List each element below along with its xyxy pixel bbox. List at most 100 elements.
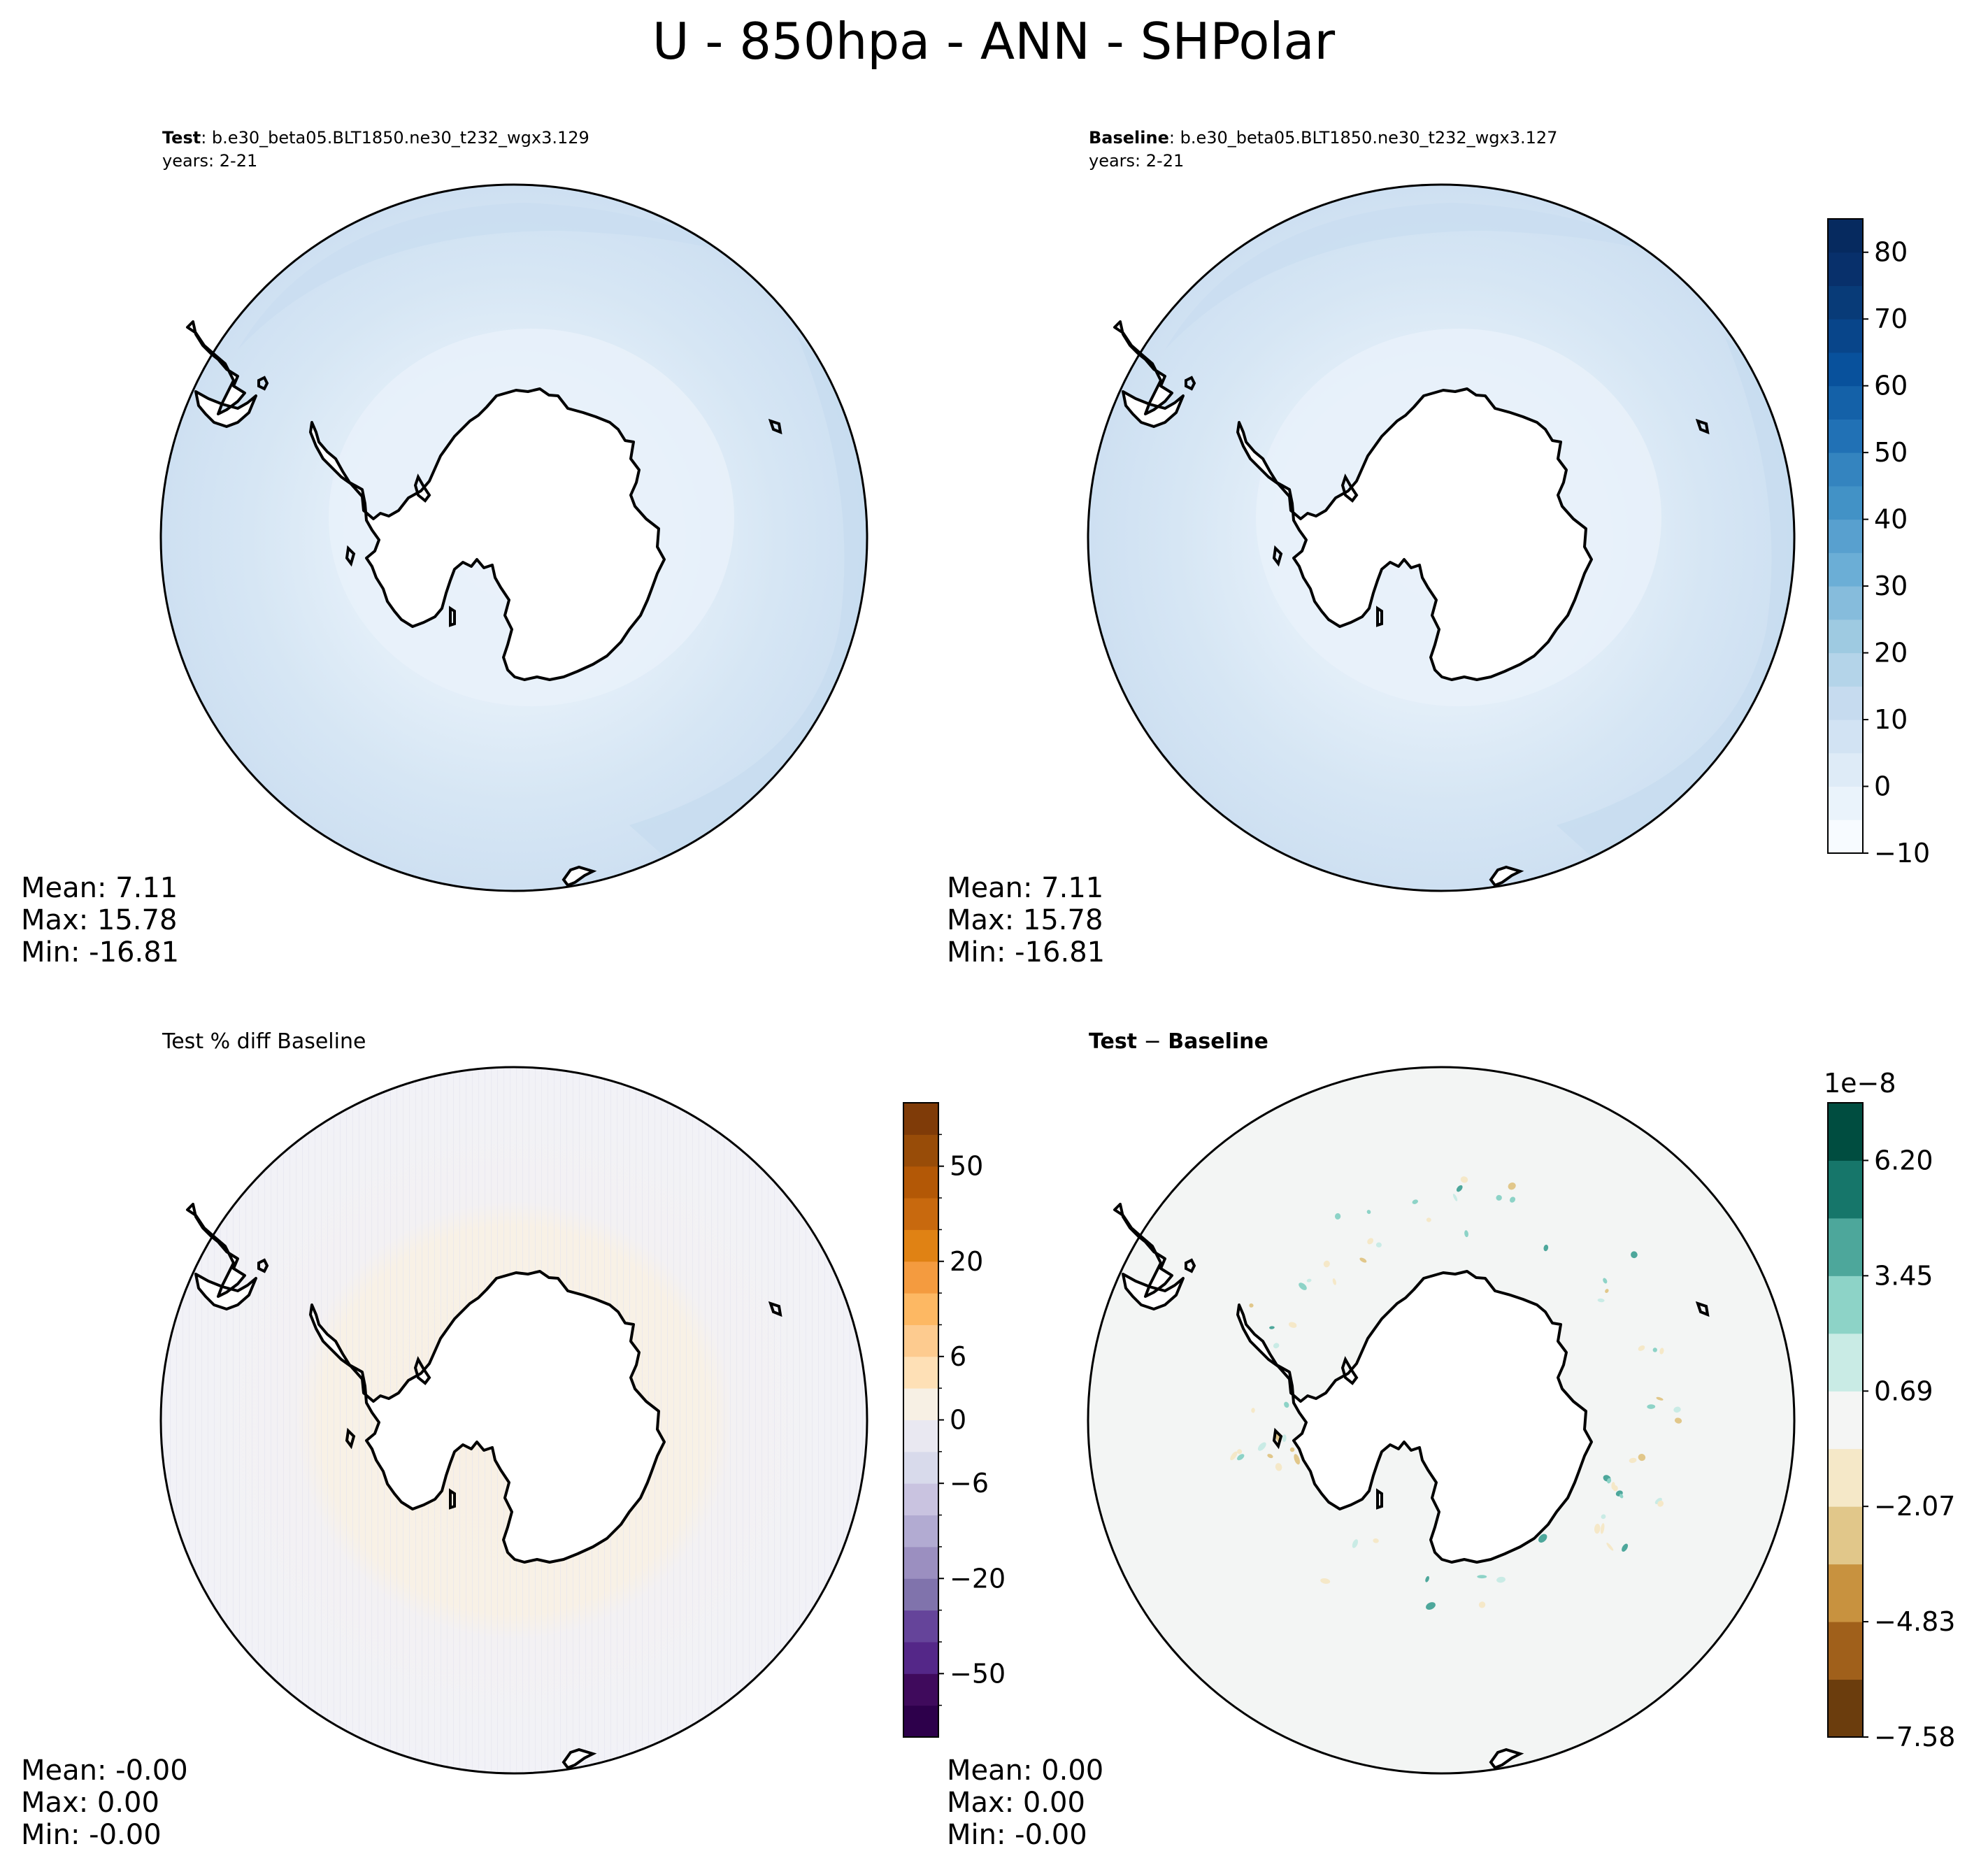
colorbar-blues-tick-label: 10 — [1874, 704, 1908, 735]
noise-speckle — [1323, 1260, 1330, 1268]
colorbar-puor-segment — [903, 1134, 938, 1167]
map-test-boundary — [159, 183, 868, 892]
panel-test-max: Max: 15.78 — [21, 904, 177, 936]
noise-speckle — [1638, 1454, 1646, 1462]
colorbar-puor-segment — [903, 1420, 938, 1452]
panel-pctdiff: Test % diff Baseline Mean: -0.00 Max: 0.… — [21, 1029, 1006, 1851]
noise-speckle — [1652, 1348, 1657, 1352]
colorbar-puor-segment — [903, 1388, 938, 1420]
noise-speckle — [1622, 1543, 1629, 1552]
noise-speckle — [1464, 1230, 1468, 1238]
panel-baseline-mean: Mean: 7.11 — [947, 872, 1103, 904]
noise-speckle — [1510, 1196, 1516, 1203]
noise-speckle — [1607, 1478, 1612, 1484]
colorbar-blues-segment — [1828, 319, 1863, 353]
panel-test-title-bold: Test — [162, 128, 201, 148]
noise-speckle — [1538, 1534, 1547, 1543]
noise-speckle — [1289, 1447, 1295, 1452]
noise-speckle — [1288, 1322, 1297, 1328]
colorbar-blues-segment — [1828, 485, 1863, 520]
panel-baseline: Baseline: b.e30_beta05.BLT1850.ne30_t232… — [947, 128, 1930, 969]
colorbar-blues-frame — [1827, 218, 1864, 854]
noise-speckle — [1251, 1408, 1255, 1413]
noise-speckle — [1631, 1251, 1638, 1259]
noise-speckle — [1460, 1176, 1468, 1183]
map-baseline-boundary — [1087, 183, 1796, 892]
colorbar-brbg-segments — [1828, 1103, 1863, 1738]
colorbar-brbg-segment — [1828, 1103, 1863, 1161]
colorbar-puor-segment — [903, 1673, 938, 1706]
panel-diff-min: Min: -0.00 — [947, 1819, 1087, 1851]
panel-baseline-years: years: 2-21 — [1089, 151, 1184, 171]
colorbar-blues-segment — [1828, 419, 1863, 453]
panel-test-title-rest: : b.e30_beta05.BLT1850.ne30_t232_wgx3.12… — [201, 128, 589, 148]
panel-baseline-title: Baseline: b.e30_beta05.BLT1850.ne30_t232… — [1089, 128, 1557, 148]
colorbar-brbg-segment — [1828, 1333, 1863, 1392]
noise-speckle — [1638, 1345, 1645, 1351]
colorbar-blues-segment — [1828, 352, 1863, 387]
panel-test-title: Test: b.e30_beta05.BLT1850.ne30_t232_wgx… — [162, 128, 589, 148]
noise-speckle — [1230, 1451, 1238, 1461]
panel-baseline-title-rest: : b.e30_beta05.BLT1850.ne30_t232_wgx3.12… — [1169, 128, 1558, 148]
colorbar-blues: −10 0 10 20 30 40 50 60 70 80 — [1827, 218, 1930, 869]
colorbar-blues-segment — [1828, 586, 1863, 620]
noise-speckle — [1275, 1463, 1282, 1471]
colorbar-blues-tick-label: 80 — [1874, 237, 1908, 268]
noise-speckle — [1249, 1303, 1254, 1308]
colorbar-puor-tick-label: −50 — [950, 1658, 1006, 1689]
colorbar-puor-segment — [903, 1610, 938, 1643]
colorbar-brbg-segment — [1828, 1391, 1863, 1450]
noise-speckle — [1657, 1500, 1664, 1507]
colorbar-puor-segment — [903, 1578, 938, 1611]
noise-speckle — [1629, 1457, 1637, 1464]
noise-speckle — [1359, 1257, 1367, 1263]
noise-speckle — [1478, 1601, 1486, 1608]
panel-diff-title-op: − — [1137, 1029, 1168, 1054]
colorbar-blues-segments — [1828, 219, 1863, 854]
colorbar-brbg-ticks: −7.58 −4.83 −2.07 0.69 3.45 6.20 — [1863, 1145, 1955, 1752]
noise-speckle — [1477, 1575, 1487, 1579]
colorbar-puor-segment — [903, 1705, 938, 1738]
noise-speckle — [1496, 1194, 1502, 1201]
noise-speckle — [1674, 1417, 1682, 1424]
colorbar-blues-segment — [1828, 519, 1863, 553]
colorbar-brbg-segment — [1828, 1506, 1863, 1565]
colorbar-blues-segment — [1828, 652, 1863, 687]
noise-speckle — [1284, 1401, 1289, 1408]
noise-speckle — [1456, 1185, 1463, 1192]
panel-pctdiff-title: Test % diff Baseline — [162, 1029, 366, 1054]
noise-speckle — [1594, 1524, 1601, 1534]
noise-speckle — [1320, 1578, 1331, 1584]
noise-speckle — [1237, 1454, 1245, 1461]
colorbar-puor-segment — [903, 1546, 938, 1579]
noise-speckle — [1273, 1343, 1280, 1349]
panel-diff-title: Test − Baseline — [1089, 1029, 1268, 1054]
noise-speckle — [1612, 1485, 1618, 1492]
colorbar-puor-segment — [903, 1451, 938, 1484]
noise-speckle — [1600, 1523, 1605, 1534]
panel-test: Test: b.e30_beta05.BLT1850.ne30_t232_wgx… — [21, 128, 868, 969]
noise-speckle — [1332, 1278, 1336, 1285]
colorbar-brbg-frame — [1827, 1102, 1864, 1738]
noise-speckle — [1425, 1575, 1429, 1582]
panel-test-mean: Mean: 7.11 — [21, 872, 178, 904]
colorbar-blues-segment — [1828, 619, 1863, 654]
noise-speckle — [1366, 1210, 1371, 1215]
colorbar-blues-segment — [1828, 552, 1863, 587]
colorbar-puor-segment — [903, 1198, 938, 1230]
colorbar-blues-segment — [1828, 686, 1863, 720]
colorbar-blues-segment — [1828, 720, 1863, 754]
colorbar-puor-segment — [903, 1166, 938, 1199]
colorbar-blues-tick-label: 40 — [1874, 504, 1908, 535]
colorbar-brbg: 1e−8 −7.58 −4.83 −2.07 0.69 3.45 6.20 — [1824, 1068, 1955, 1752]
panel-pctdiff-max: Max: 0.00 — [21, 1787, 159, 1819]
noise-speckle — [1647, 1404, 1656, 1409]
noise-speckle — [1654, 1497, 1662, 1504]
panel-pctdiff-min: Min: -0.00 — [21, 1819, 162, 1851]
noise-speckle — [1375, 1242, 1382, 1248]
noise-speckle — [1237, 1449, 1243, 1455]
noise-speckle — [1299, 1282, 1307, 1290]
colorbar-puor-segment — [903, 1261, 938, 1294]
colorbar-puor-segments — [903, 1103, 938, 1738]
